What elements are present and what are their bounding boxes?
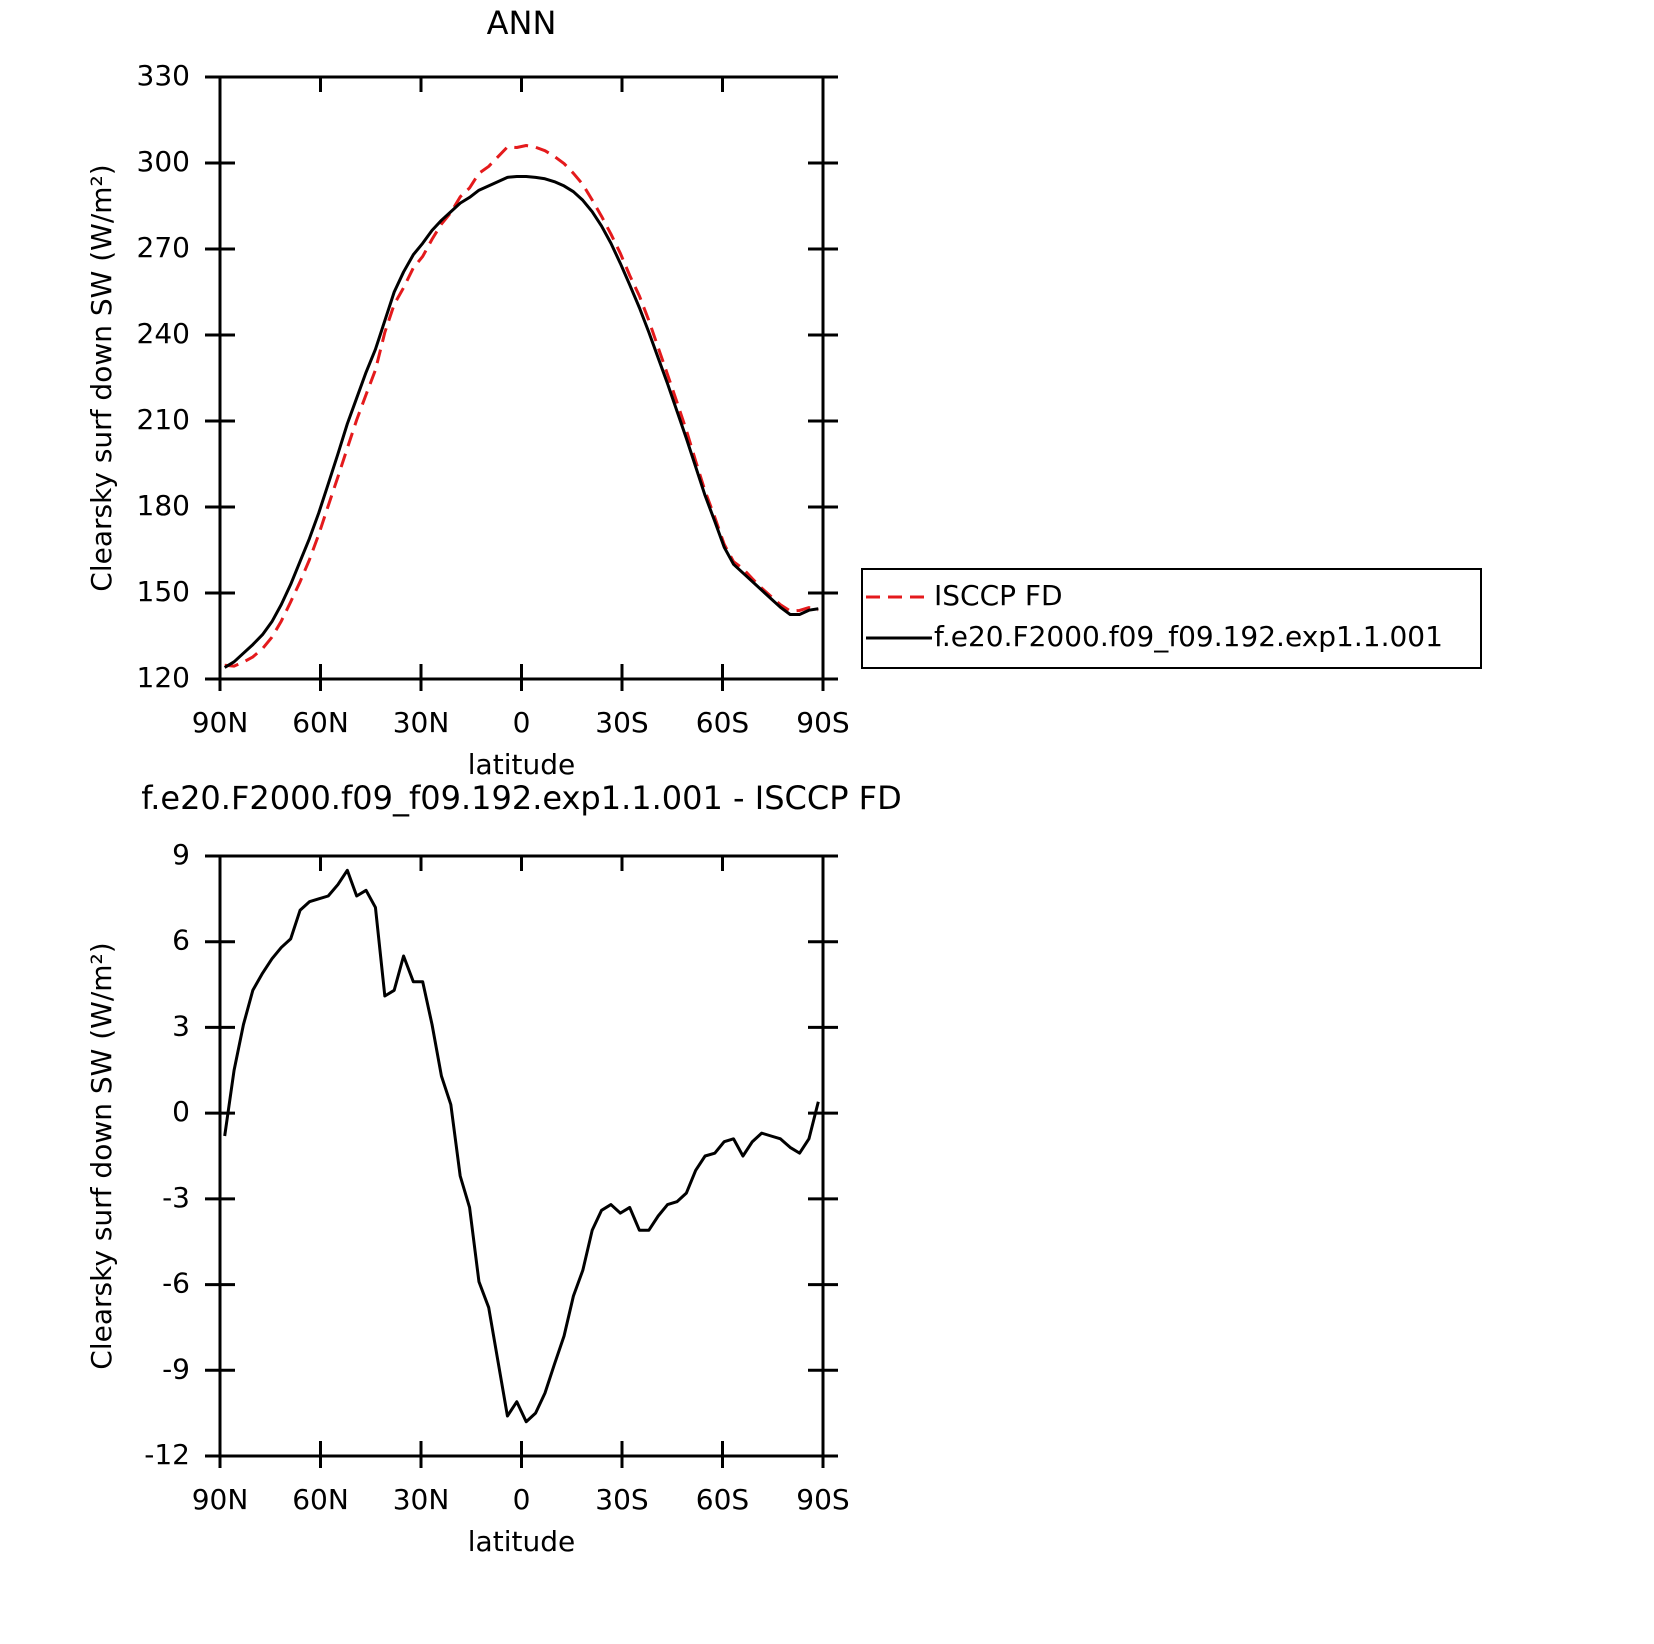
y-axis-label: Clearsky surf down SW (W/m²) xyxy=(85,164,118,591)
chart-title: ANN xyxy=(487,4,557,42)
y-tick-label: -6 xyxy=(162,1267,190,1300)
y-tick-label: 150 xyxy=(137,575,190,608)
x-tick-label: 0 xyxy=(513,706,531,739)
x-tick-label: 0 xyxy=(513,1483,531,1516)
y-tick-label: 270 xyxy=(137,231,190,264)
y-tick-label: -3 xyxy=(162,1181,190,1214)
x-tick-label: 30N xyxy=(393,706,450,739)
plot-frame xyxy=(218,75,825,681)
x-tick-label: 90S xyxy=(796,1483,849,1516)
x-tick-label: 30S xyxy=(595,1483,648,1516)
legend-label: ISCCP FD xyxy=(934,579,1063,612)
y-tick-label: -9 xyxy=(162,1352,190,1385)
data-line xyxy=(223,868,820,1424)
data-line xyxy=(223,174,819,669)
x-tick-label: 90N xyxy=(192,706,249,739)
legend-box xyxy=(861,568,1482,669)
y-tick-label: 9 xyxy=(172,838,190,871)
x-tick-label: 30S xyxy=(595,706,648,739)
x-tick-label: 60S xyxy=(696,1483,749,1516)
x-tick-label: 60N xyxy=(292,1483,349,1516)
x-tick-label: 60S xyxy=(696,706,749,739)
x-tick-label: 90S xyxy=(796,706,849,739)
x-tick-label: 90N xyxy=(192,1483,249,1516)
y-tick-label: 180 xyxy=(137,489,190,522)
legend-label: f.e20.F2000.f09_f09.192.exp1.1.001 xyxy=(934,620,1443,653)
plot-frame xyxy=(218,854,825,1458)
y-axis-label: Clearsky surf down SW (W/m²) xyxy=(85,942,118,1369)
x-axis-label: latitude xyxy=(468,1525,575,1558)
chart-title: f.e20.F2000.f09_f09.192.exp1.1.001 - ISC… xyxy=(141,779,901,817)
x-tick-label: 30N xyxy=(393,1483,450,1516)
y-tick-label: 3 xyxy=(172,1009,190,1042)
y-tick-label: 6 xyxy=(172,924,190,957)
y-tick-label: 120 xyxy=(137,661,190,694)
y-tick-label: 0 xyxy=(172,1095,190,1128)
y-tick-label: 300 xyxy=(137,145,190,178)
y-tick-label: 210 xyxy=(137,403,190,436)
y-tick-label: -12 xyxy=(144,1438,190,1471)
data-line xyxy=(224,144,819,668)
y-tick-label: 240 xyxy=(137,317,190,350)
y-tick-label: 330 xyxy=(137,59,190,92)
x-axis-label: latitude xyxy=(468,748,575,781)
x-tick-label: 60N xyxy=(292,706,349,739)
